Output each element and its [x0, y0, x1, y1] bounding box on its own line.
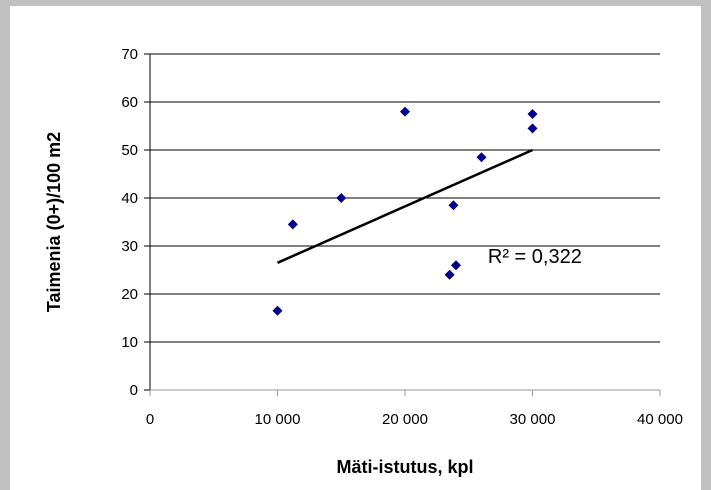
data-point [287, 219, 298, 230]
x-tick-label: 40 000 [637, 411, 683, 428]
data-points [272, 106, 538, 316]
x-tick-label: 10 000 [255, 411, 301, 428]
gridlines [150, 53, 660, 343]
y-axis-title: Taimenia (0+)/100 m2 [44, 132, 64, 312]
y-tick-label: 20 [121, 286, 138, 303]
y-tick-label: 10 [121, 334, 138, 351]
data-point [527, 109, 538, 119]
y-tick-label: 30 [121, 238, 138, 255]
data-point [272, 305, 283, 316]
y-tick-label: 70 [121, 46, 138, 63]
data-point [451, 260, 461, 271]
x-axis-title: Mäti-istutus, kpl [336, 457, 473, 477]
data-point [527, 123, 538, 134]
x-tick-label: 30 000 [510, 411, 556, 428]
scatter-chart: 0 10 20 30 40 50 60 70 0 10 000 20 000 30 000 40 000… [44, 46, 683, 477]
r-squared-annotation: R² = 0,322 [488, 246, 582, 268]
data-point [444, 269, 455, 280]
trendline [276, 148, 534, 264]
trendline-layer [276, 148, 534, 264]
data-point [476, 152, 487, 163]
x-tick-label: 20 000 [382, 411, 428, 428]
y-tick-label: 0 [130, 382, 138, 399]
y-tick-label: 40 [121, 190, 138, 207]
y-tick-label: 60 [121, 94, 138, 111]
chart-frame: 0 10 20 30 40 50 60 70 0 10 000 20 000 30 000 40 000… [10, 6, 701, 490]
data-point [336, 193, 347, 203]
y-tick-label: 50 [121, 142, 138, 159]
data-point [448, 200, 459, 211]
data-point [400, 106, 410, 117]
axes [144, 53, 661, 396]
tick-labels: 0 10 20 30 40 50 60 70 0 10 000 20 000 30 000 40 000 [121, 46, 683, 428]
x-tick-label: 0 [146, 411, 154, 428]
